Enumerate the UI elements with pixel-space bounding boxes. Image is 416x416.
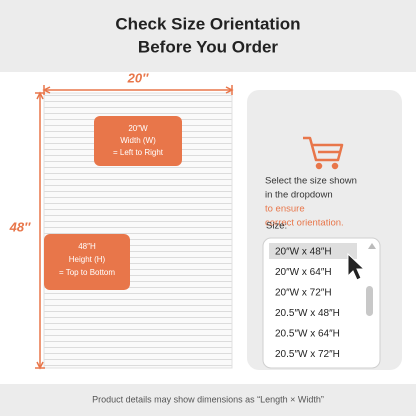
width-label: 20″ xyxy=(127,70,149,85)
footer-band xyxy=(0,384,416,416)
callout-text: = Left to Right xyxy=(113,148,164,157)
height-label: 48″ xyxy=(9,219,31,234)
instruction-highlight: correct orientation. xyxy=(265,218,344,229)
size-label: Size: xyxy=(266,221,287,232)
scroll-arrow xyxy=(368,243,376,249)
footer-text: Product details may show dimensions as “… xyxy=(92,394,324,404)
size-option[interactable]: 20″W x 72″H xyxy=(275,288,332,299)
callout-text: Height (H) xyxy=(69,255,106,264)
header-band xyxy=(0,0,416,72)
size-option[interactable]: 20.5″W x 48″H xyxy=(275,308,340,319)
cursor xyxy=(347,252,366,281)
title-line: Before You Order xyxy=(138,37,279,56)
cart-icon xyxy=(303,136,344,170)
height-dimension xyxy=(35,91,45,370)
size-option[interactable]: 20″W x 64″H xyxy=(275,267,332,278)
instruction-highlight: to ensure xyxy=(265,204,305,215)
callout-text: 20″W xyxy=(128,124,148,133)
size-option[interactable]: 20″W x 48″H xyxy=(275,247,332,258)
width-callout xyxy=(94,116,182,166)
size-option[interactable]: 20.5″W x 72″H xyxy=(275,349,340,360)
scrollbar xyxy=(366,286,373,316)
instruction: Select the size shown xyxy=(265,176,357,187)
callout-text: Width (W) xyxy=(120,136,156,145)
size-option[interactable]: 20.5″W x 64″H xyxy=(275,329,340,340)
height-callout xyxy=(44,234,130,290)
callout-text: = Top to Bottom xyxy=(59,268,115,277)
title-line: Check Size Orientation xyxy=(115,14,300,33)
instruction: in the dropdown xyxy=(265,190,333,201)
callout-text: 48″H xyxy=(78,242,96,251)
selected-highlight xyxy=(269,243,357,259)
